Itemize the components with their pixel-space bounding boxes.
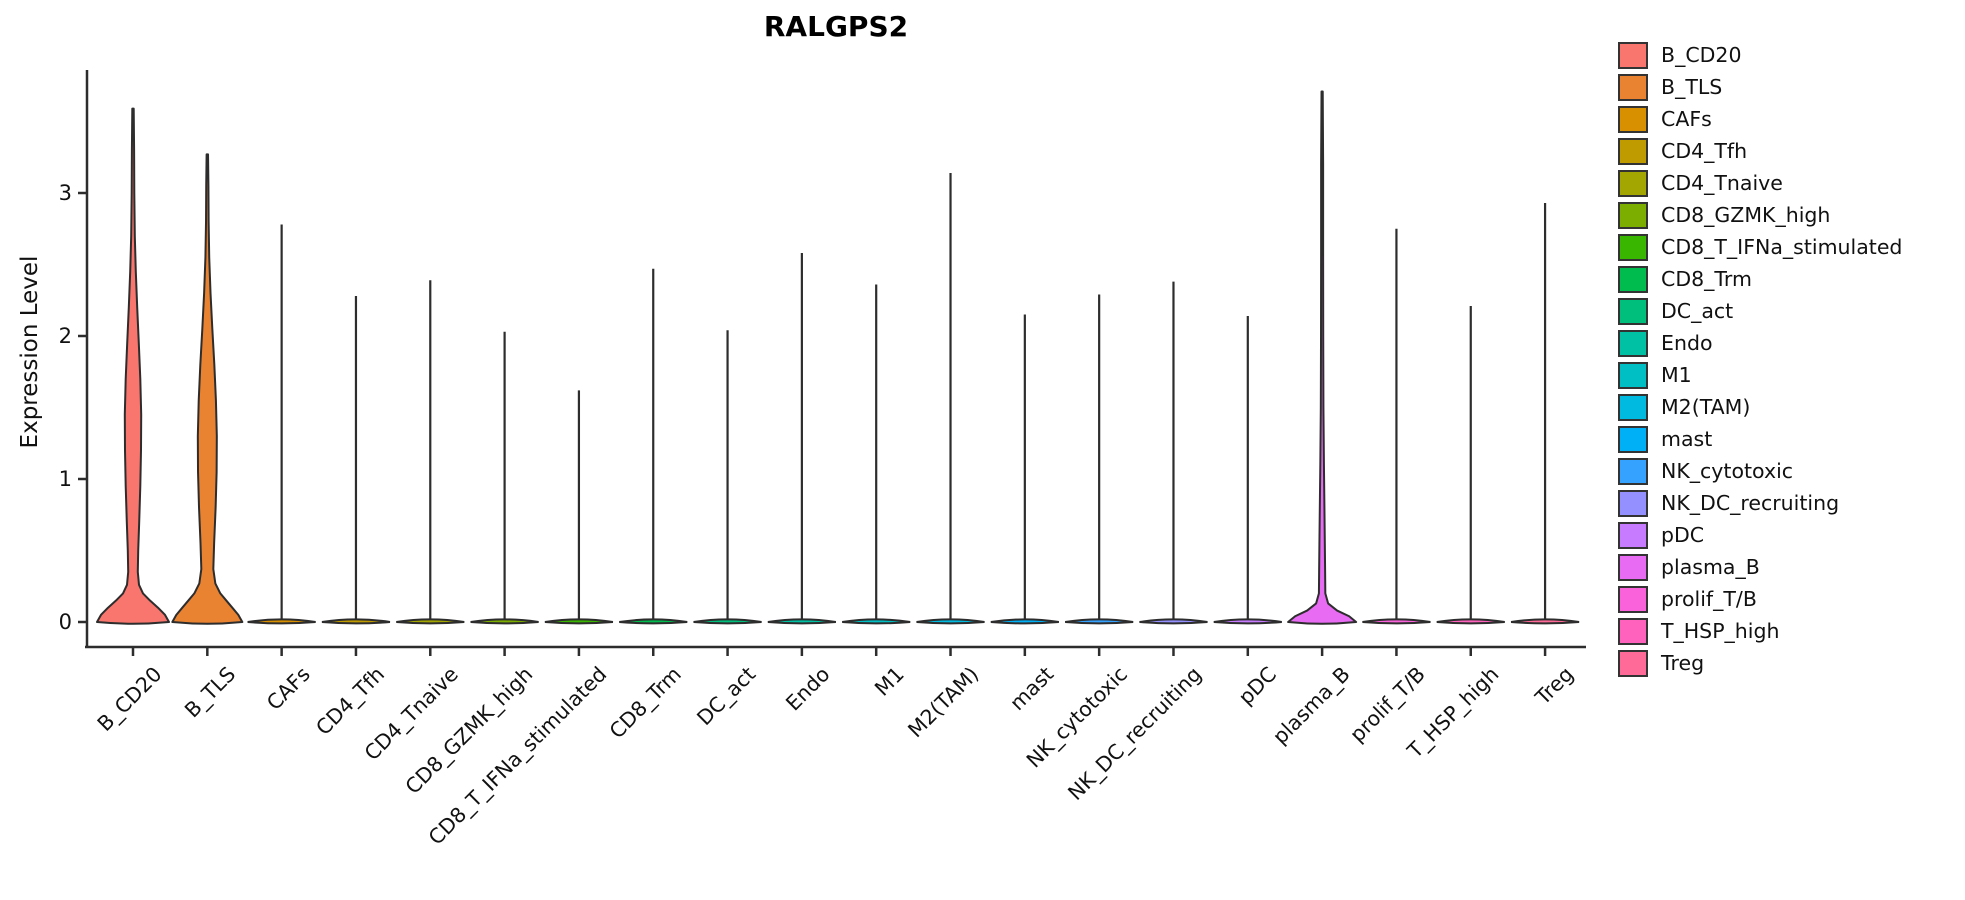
legend-label: CD8_T_IFNa_stimulated — [1661, 235, 1903, 259]
violin-pDC — [1213, 618, 1282, 625]
legend-swatch-plasma_B — [1618, 554, 1648, 581]
violin-CAFs — [247, 618, 316, 625]
legend-label: plasma_B — [1661, 555, 1760, 579]
legend-label: CAFs — [1661, 107, 1712, 131]
violin-CD4_Tnaive — [396, 618, 465, 625]
legend-label: CD8_Trm — [1661, 267, 1752, 291]
violin-NK_DC_recruiting — [1139, 618, 1208, 625]
legend-label: DC_act — [1661, 299, 1734, 323]
legend-label: Endo — [1661, 331, 1713, 355]
legend-swatch-CD4_Tnaive — [1618, 170, 1648, 197]
legend-swatch-pDC — [1618, 522, 1648, 549]
violin-Treg — [1510, 618, 1580, 625]
violin-B_TLS — [171, 153, 244, 625]
legend-swatch-B_TLS — [1618, 74, 1648, 101]
legend-swatch-DC_act — [1618, 298, 1648, 325]
legend-label: mast — [1661, 427, 1713, 451]
legend-swatch-CD4_Tfh — [1618, 138, 1648, 165]
violin-CD4_Tfh — [321, 618, 391, 625]
violin-CD8_Trm — [619, 618, 688, 625]
legend-label: M1 — [1661, 363, 1692, 387]
legend-swatch-Treg — [1618, 650, 1648, 677]
violin-DC_act — [693, 618, 762, 625]
legend-swatch-NK_DC_recruiting — [1618, 490, 1648, 517]
legend-swatch-mast — [1618, 426, 1648, 453]
legend-swatch-CD8_Trm — [1618, 266, 1648, 293]
violin-CD8_T_IFNa_stimulated — [544, 618, 614, 625]
legend-swatch-CD8_T_IFNa_stimulated — [1618, 234, 1648, 261]
legend-label: NK_DC_recruiting — [1661, 491, 1840, 515]
legend-label: T_HSP_high — [1661, 619, 1780, 643]
y-tick-label: 3 — [58, 181, 72, 205]
legend-label: prolif_T/B — [1661, 587, 1757, 611]
page-title: RALGPS2 — [763, 10, 909, 43]
violin-mast — [990, 618, 1059, 625]
legend-label: B_TLS — [1661, 75, 1723, 99]
y-tick-label: 2 — [58, 324, 72, 348]
violin-prolif_T/B — [1362, 618, 1431, 625]
legend-swatch-B_CD20 — [1618, 42, 1648, 69]
legend-label: CD8_GZMK_high — [1661, 203, 1831, 227]
legend-label: CD4_Tfh — [1661, 139, 1748, 163]
violin-NK_cytotoxic — [1065, 618, 1134, 625]
violin-M1 — [842, 618, 911, 625]
legend-swatch-CAFs — [1618, 106, 1648, 133]
legend-swatch-prolif_T/B — [1618, 586, 1648, 613]
legend-swatch-CD8_GZMK_high — [1618, 202, 1648, 229]
violin-CD8_GZMK_high — [470, 618, 539, 625]
legend-label: CD4_Tnaive — [1661, 171, 1783, 195]
legend-swatch-T_HSP_high — [1618, 618, 1648, 645]
violin-B_CD20 — [96, 107, 170, 625]
legend-label: NK_cytotoxic — [1661, 459, 1794, 483]
legend-swatch-M2(TAM) — [1618, 394, 1648, 421]
legend-label: Treg — [1661, 651, 1705, 675]
y-tick-label: 0 — [58, 610, 72, 634]
legend-swatch-NK_cytotoxic — [1618, 458, 1648, 485]
legend-label: pDC — [1661, 523, 1705, 547]
legend-label: M2(TAM) — [1661, 395, 1751, 419]
legend-swatch-M1 — [1618, 362, 1648, 389]
violin-T_HSP_high — [1436, 618, 1505, 625]
violin-plasma_B — [1287, 90, 1358, 625]
legend-swatch-Endo — [1618, 330, 1648, 357]
y-tick-label: 1 — [58, 467, 72, 491]
violin-M2(TAM) — [916, 618, 985, 625]
legend-label: B_CD20 — [1661, 43, 1742, 67]
violin-Endo — [767, 618, 837, 625]
